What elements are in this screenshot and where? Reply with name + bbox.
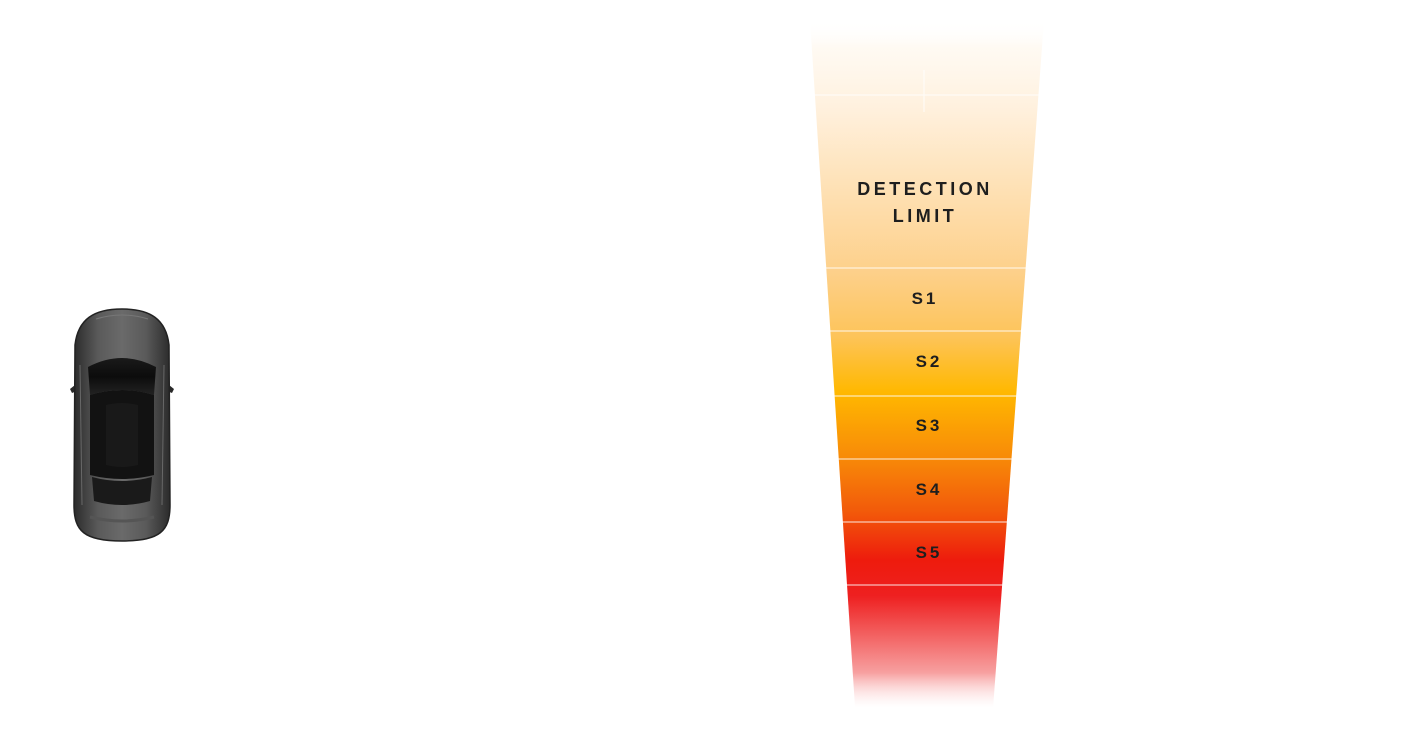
- detection-limit-label: DETECTION LIMIT: [800, 176, 1050, 230]
- detection-label-line1: DETECTION: [857, 179, 993, 199]
- zone-label-s4: S4: [915, 480, 943, 499]
- zone-label-s1: S1: [911, 289, 939, 308]
- detection-funnel: DETECTION LIMIT S1 S2 S3 S4 S5: [800, 0, 1060, 740]
- zone-label-s5: S5: [915, 543, 943, 562]
- zone-label-s2: S2: [915, 352, 943, 371]
- car-top-view: [66, 305, 178, 545]
- funnel-shape: [810, 20, 1044, 722]
- zone-label-s3: S3: [915, 416, 943, 435]
- detection-label-line2: LIMIT: [892, 206, 958, 226]
